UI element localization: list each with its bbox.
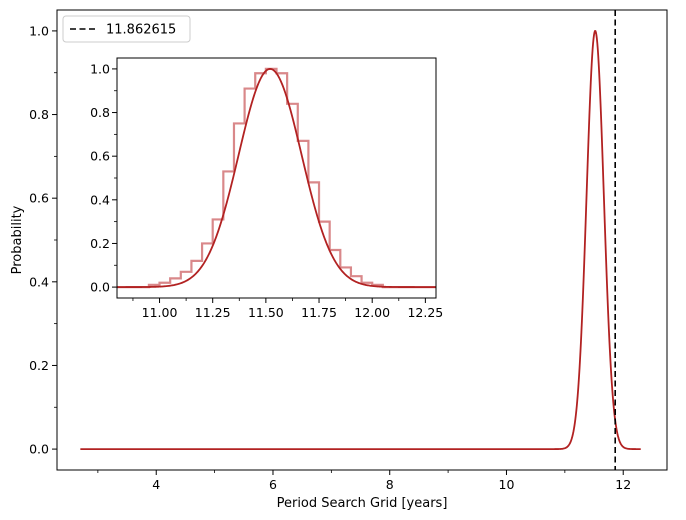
inset-x-tick-label: 11.00 — [142, 305, 178, 320]
main-x-tick-label: 10 — [499, 477, 515, 492]
main-x-tick-label: 12 — [615, 477, 631, 492]
legend-box — [62, 15, 191, 43]
inset-y-tick-label: 0.2 — [90, 236, 110, 251]
main-series-line-0 — [80, 30, 641, 450]
inset-y-tick-label: 0.8 — [90, 105, 110, 120]
inset-y-tick-label: 0.6 — [90, 149, 110, 164]
main-y-tick-label: 0.8 — [29, 107, 49, 122]
legend-label: 11.862615 — [106, 23, 176, 38]
main-x-tick-label: 4 — [152, 477, 160, 492]
y-axis-label: Probability — [10, 205, 25, 274]
inset-x-tick-label: 11.25 — [195, 305, 231, 320]
inset-x-tick-label: 11.50 — [248, 305, 284, 320]
inset-x-tick-label: 12.25 — [407, 305, 443, 320]
main-y-tick-label: 1.0 — [29, 23, 49, 38]
inset-y-tick-label: 0.4 — [90, 192, 110, 207]
x-axis-label: Period Search Grid [years] — [277, 496, 448, 511]
main-x-tick-label: 8 — [386, 477, 394, 492]
main-x-tick-label: 6 — [269, 477, 277, 492]
inset-y-tick-label: 0.0 — [90, 280, 110, 295]
main-y-tick-label: 0.4 — [29, 274, 49, 289]
main-y-tick-label: 0.6 — [29, 191, 49, 206]
inset-y-tick-label: 1.0 — [90, 61, 110, 76]
inset-series-line-1 — [117, 68, 436, 288]
inset-x-tick-label: 11.75 — [301, 305, 337, 320]
inset-x-tick-label: 12.00 — [354, 305, 390, 320]
main-y-tick-label: 0.2 — [29, 358, 49, 373]
inset-background — [117, 58, 436, 298]
main-y-tick-label: 0.0 — [29, 442, 49, 457]
